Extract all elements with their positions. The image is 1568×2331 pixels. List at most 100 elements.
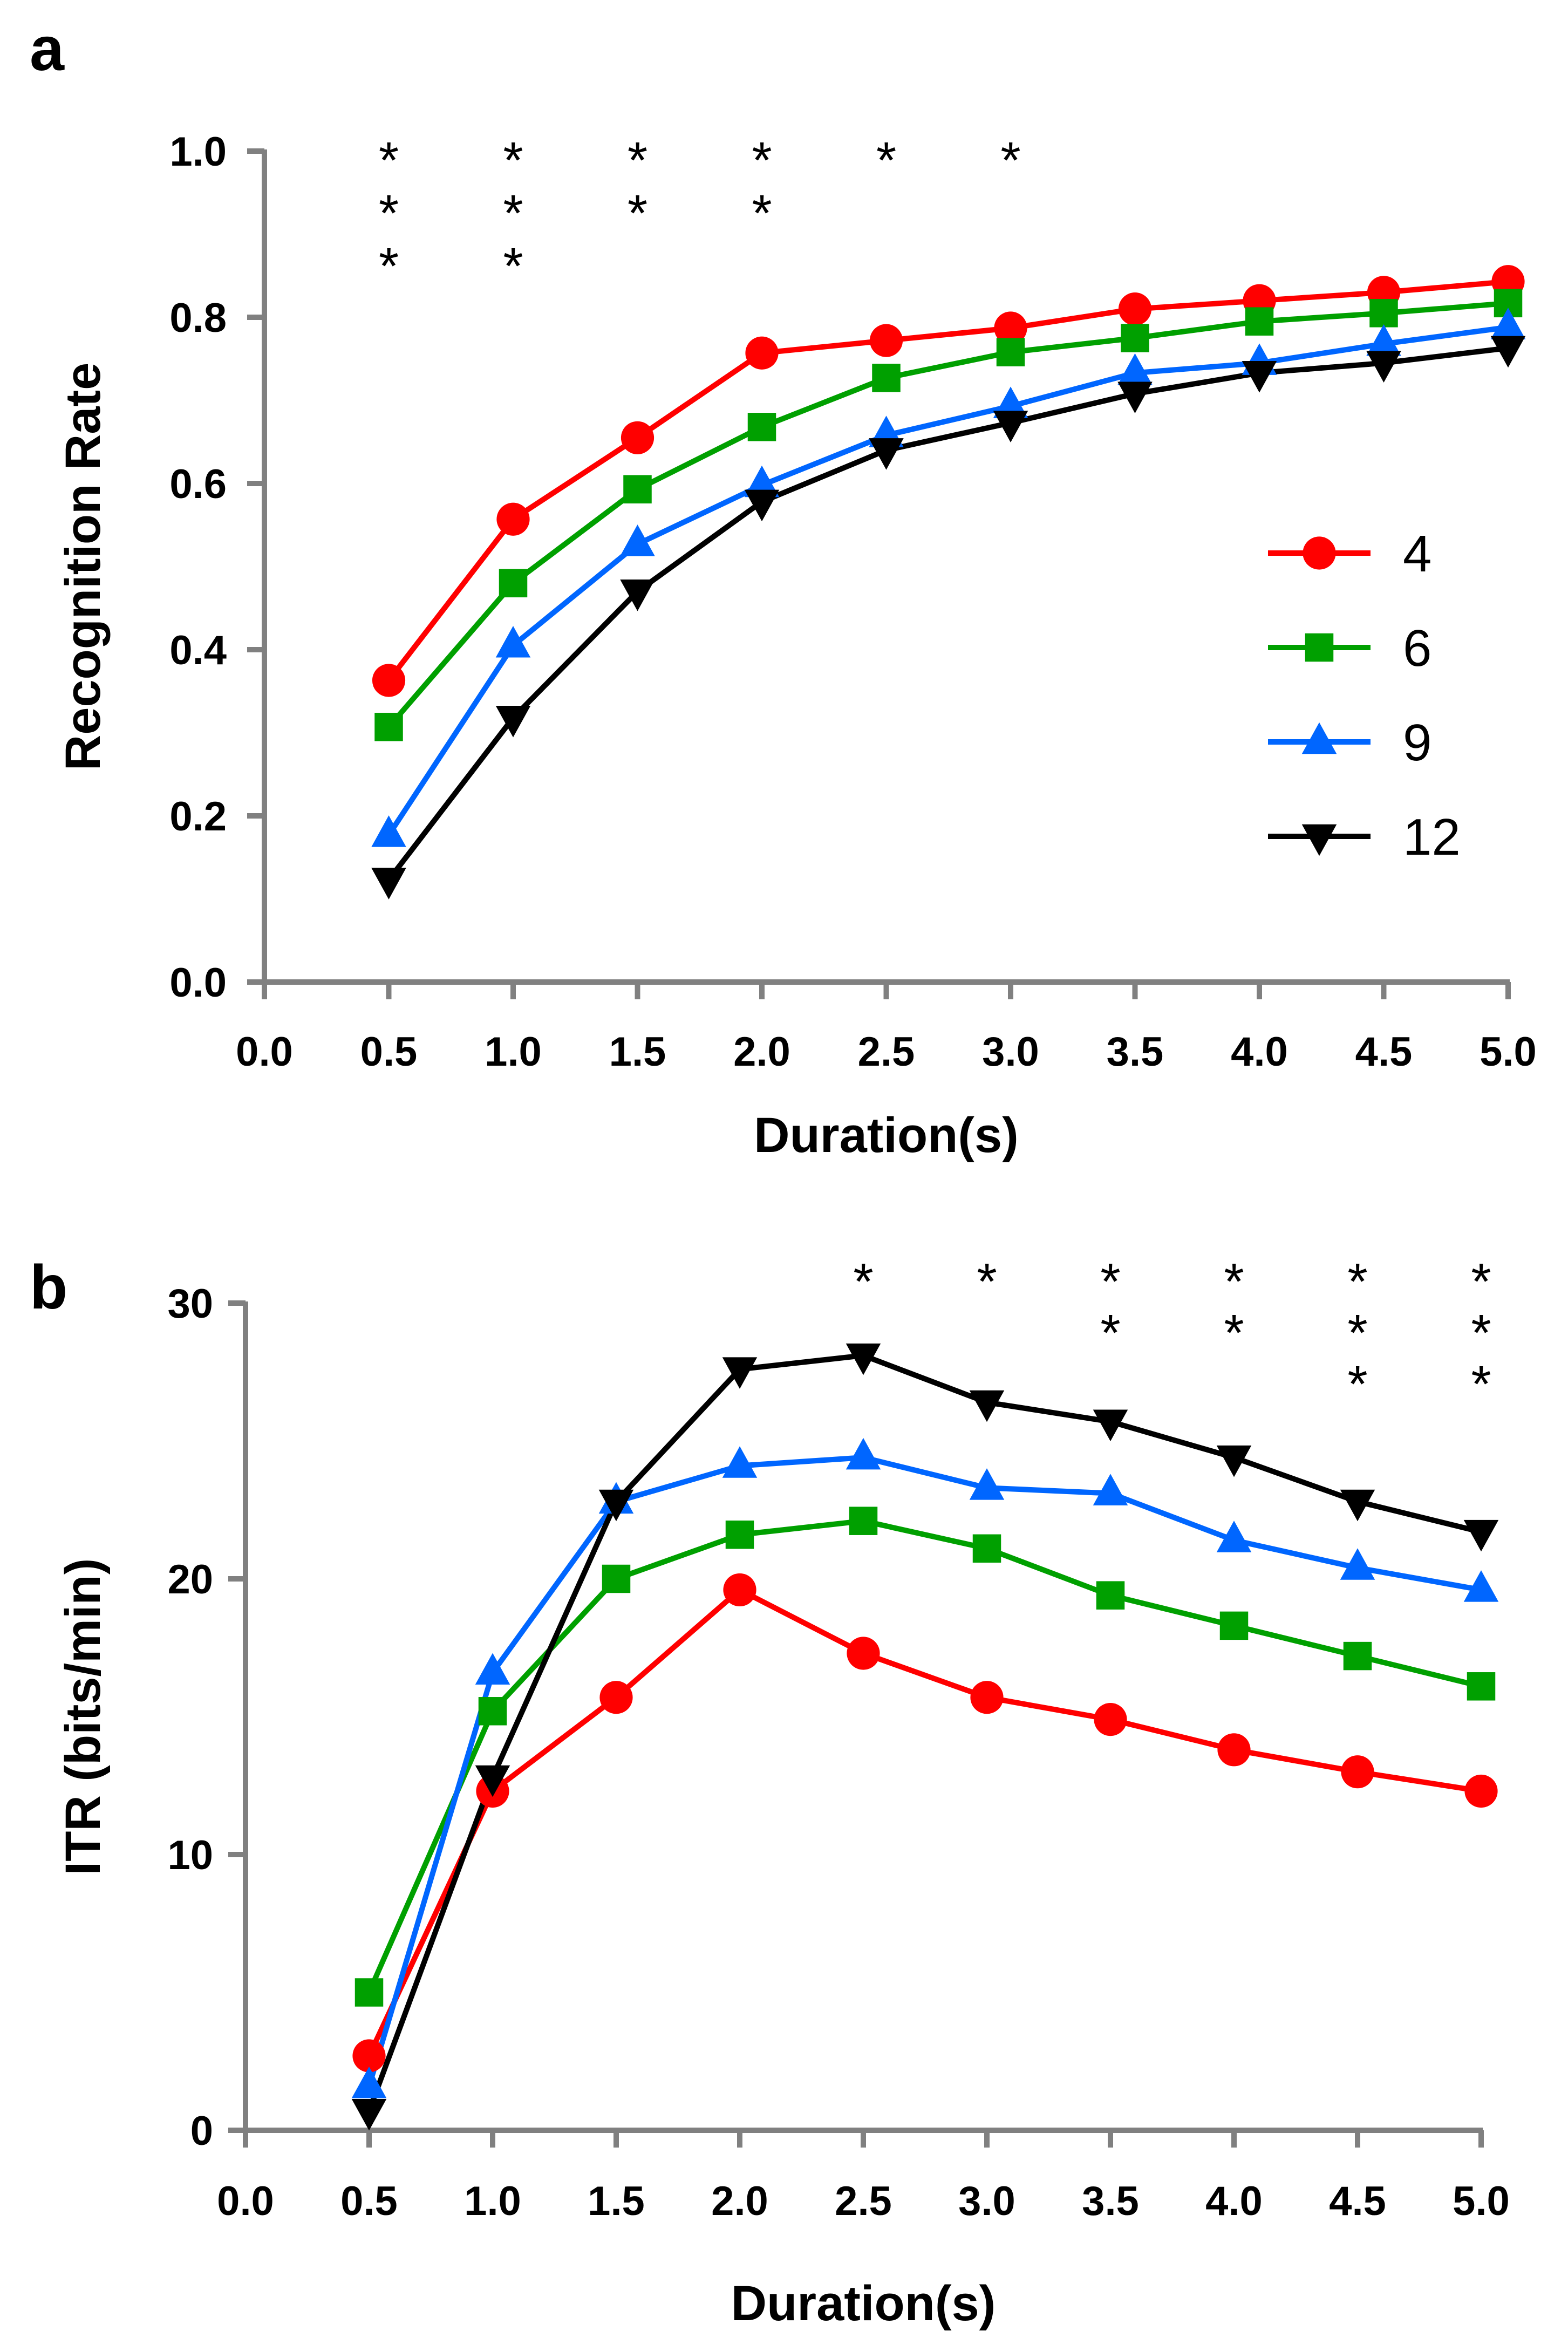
data-point (846, 1437, 881, 1470)
y-tick-label: 10 (167, 1832, 213, 1878)
data-point (495, 706, 531, 738)
legend-swatch-marker (1301, 824, 1337, 856)
data-point (745, 336, 779, 370)
data-point (1366, 324, 1401, 356)
legend-swatch-marker (1305, 633, 1334, 662)
significance-label: * * * (1471, 1253, 1491, 1413)
panel-b: b 0.0 0.5 1.0 1.5 2.0 2.5 3.0 3.5 4.0 4.5 5.0 0 10 20 3… (30, 1253, 1510, 2331)
series-group (351, 1343, 1499, 2131)
data-point (620, 524, 655, 556)
significance-markers: ************ (853, 1253, 1491, 1413)
axes: 0.0 0.5 1.0 1.5 2.0 2.5 3.0 3.5 4.0 4.5 5.0 0 10 20 30 (167, 1281, 1509, 2224)
data-point (849, 1507, 878, 1535)
data-point (972, 1534, 1001, 1563)
x-tick-label: 4.5 (1329, 2178, 1386, 2224)
legend-item: 12 (1268, 808, 1461, 866)
y-axis-title: Recognition Rate (56, 363, 111, 771)
data-point (602, 1564, 631, 1593)
data-point (351, 2099, 387, 2131)
legend-swatch-marker (1301, 722, 1337, 754)
significance-label: * * (1224, 1253, 1244, 1362)
series-markers-12 (351, 1343, 1499, 2131)
data-point (354, 1978, 384, 2007)
x-tick-label: 2.5 (858, 1029, 915, 1075)
x-tick-label: 3.5 (1107, 1029, 1164, 1075)
x-tick-label: 5.0 (1453, 2178, 1510, 2224)
y-tick-label: 0.4 (169, 628, 227, 673)
y-tick-label: 1.0 (169, 129, 227, 175)
data-point (1121, 324, 1149, 352)
data-point (372, 664, 406, 697)
y-tick-label: 0.2 (169, 794, 227, 840)
legend-item: 6 (1268, 619, 1431, 677)
significance-label: * * (1100, 1253, 1120, 1362)
data-point (722, 1357, 758, 1389)
data-point (475, 1653, 510, 1685)
data-point (1216, 1521, 1252, 1552)
data-point (1093, 1409, 1128, 1441)
data-point (996, 338, 1025, 366)
x-tick-label: 1.0 (464, 2178, 521, 2224)
data-point (1217, 1733, 1251, 1767)
data-point (1369, 299, 1398, 328)
data-point (869, 324, 903, 357)
data-point (1117, 353, 1153, 385)
data-point (475, 1765, 510, 1797)
y-tick-label: 0.0 (169, 960, 227, 1006)
series-line-12 (366, 1353, 1484, 2114)
x-tick-label: 0.0 (217, 2178, 274, 2224)
series-markers-4 (372, 265, 1525, 697)
data-point (598, 1489, 634, 1522)
series-markers-9 (351, 1437, 1499, 2098)
y-axis-title: ITR (bits/min) (56, 1558, 111, 1876)
data-point (872, 364, 901, 392)
series-markers-6 (374, 289, 1523, 741)
legend: 4 6 9 12 (1268, 525, 1461, 866)
data-point (1216, 1445, 1252, 1477)
data-point (621, 421, 655, 454)
data-point (993, 386, 1028, 419)
x-tick-label: 0.0 (236, 1029, 293, 1075)
data-point (994, 311, 1027, 345)
series-line-12 (386, 345, 1511, 883)
significance-label: * * * (379, 132, 399, 295)
x-tick-label: 1.5 (609, 1029, 666, 1075)
significance-markers: ************ (379, 132, 1021, 295)
data-point (725, 1520, 754, 1549)
legend-item: 4 (1268, 525, 1431, 583)
data-point (969, 1390, 1005, 1422)
x-tick-label: 4.5 (1355, 1029, 1413, 1075)
data-point (1117, 381, 1153, 413)
data-point (869, 438, 904, 470)
data-point (1340, 1489, 1375, 1522)
panel-label: b (30, 1253, 67, 1322)
series-line-4 (366, 1587, 1484, 2059)
data-point (747, 413, 776, 441)
data-point (1343, 1641, 1372, 1671)
data-point (1463, 1519, 1499, 1552)
data-point (1467, 1672, 1496, 1701)
series-markers-9 (371, 308, 1526, 847)
significance-label: * (876, 132, 896, 189)
data-point (495, 626, 531, 658)
data-point (371, 815, 406, 847)
x-tick-label: 2.5 (835, 2178, 892, 2224)
series-line-9 (366, 1455, 1484, 2089)
data-point (351, 2066, 387, 2098)
x-tick-label: 4.0 (1205, 2178, 1263, 2224)
series-markers-12 (371, 336, 1526, 899)
x-tick-label: 3.0 (982, 1029, 1039, 1075)
series-markers-4 (352, 1573, 1498, 2073)
x-axis-title: Duration(s) (754, 1108, 1019, 1163)
legend-label: 12 (1403, 808, 1461, 866)
data-point (623, 475, 652, 504)
data-point (744, 465, 780, 497)
data-point (478, 1697, 507, 1726)
legend-swatch-marker (1303, 536, 1336, 570)
y-tick-label: 0.6 (169, 461, 227, 507)
data-point (1093, 1474, 1128, 1505)
data-point (1096, 1581, 1125, 1610)
data-point (599, 1681, 633, 1714)
data-point (1340, 1548, 1375, 1580)
